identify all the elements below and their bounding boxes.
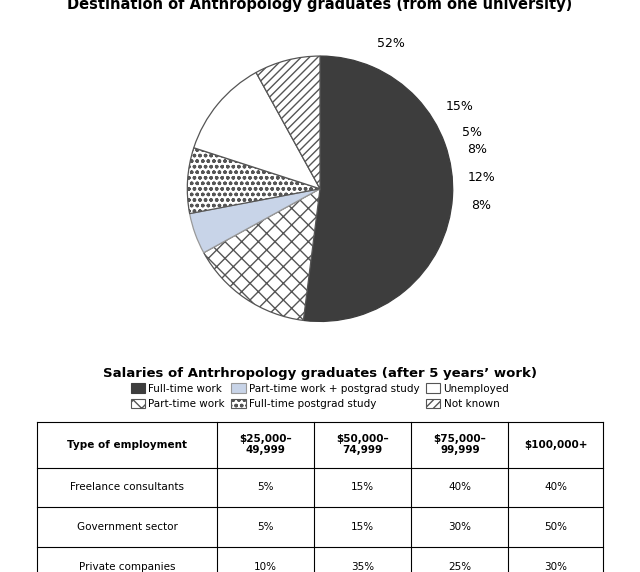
Wedge shape — [204, 189, 320, 320]
Text: 35%: 35% — [351, 562, 374, 572]
Text: 99,999: 99,999 — [440, 446, 479, 455]
Text: 5%: 5% — [461, 126, 482, 138]
Text: $50,000–: $50,000– — [337, 434, 389, 444]
Wedge shape — [303, 56, 452, 321]
Wedge shape — [189, 189, 320, 253]
Text: 40%: 40% — [544, 482, 567, 492]
Wedge shape — [194, 73, 320, 189]
Text: $100,000+: $100,000+ — [524, 440, 588, 450]
Text: Salaries of Antrhropology graduates (after 5 years’ work): Salaries of Antrhropology graduates (aft… — [103, 367, 537, 380]
Title: Destination of Anthropology graduates (from one university): Destination of Anthropology graduates (f… — [67, 0, 573, 12]
Text: 30%: 30% — [544, 562, 567, 572]
Text: 25%: 25% — [448, 562, 472, 572]
Text: 40%: 40% — [449, 482, 471, 492]
Text: $25,000–: $25,000– — [239, 434, 292, 444]
Wedge shape — [188, 148, 320, 213]
Text: 5%: 5% — [257, 482, 274, 492]
Text: 30%: 30% — [449, 522, 471, 532]
Text: 49,999: 49,999 — [246, 446, 285, 455]
Text: 52%: 52% — [377, 37, 405, 50]
Text: 5%: 5% — [257, 522, 274, 532]
Text: 12%: 12% — [468, 171, 495, 184]
Text: Type of employment: Type of employment — [67, 440, 187, 450]
Text: 8%: 8% — [467, 143, 487, 156]
Text: Private companies: Private companies — [79, 562, 175, 572]
Text: 50%: 50% — [544, 522, 567, 532]
Text: $75,000–: $75,000– — [433, 434, 486, 444]
Text: Government sector: Government sector — [77, 522, 178, 532]
Text: Freelance consultants: Freelance consultants — [70, 482, 184, 492]
Text: 10%: 10% — [254, 562, 277, 572]
Wedge shape — [256, 56, 320, 189]
Text: 74,999: 74,999 — [342, 446, 383, 455]
Legend: Full-time work, Part-time work, Part-time work + postgrad study, Full-time postg: Full-time work, Part-time work, Part-tim… — [131, 383, 509, 409]
Text: 15%: 15% — [351, 482, 374, 492]
Text: 15%: 15% — [445, 100, 474, 113]
Text: 8%: 8% — [471, 199, 491, 212]
Text: 15%: 15% — [351, 522, 374, 532]
